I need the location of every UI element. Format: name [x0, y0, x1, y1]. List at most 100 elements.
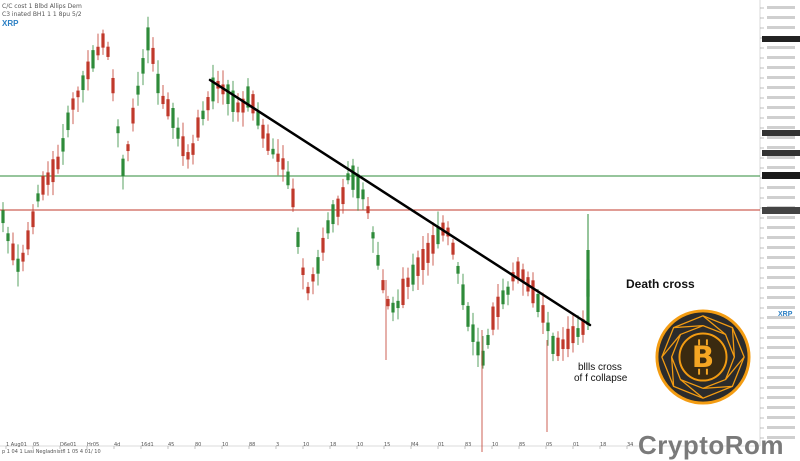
price-tick-label: [767, 436, 795, 439]
candle-body: [376, 254, 380, 266]
candle-body: [286, 171, 290, 186]
candle-body: [576, 328, 580, 337]
candle-body: [421, 249, 425, 270]
candle-body: [266, 133, 270, 151]
price-axis-symbol: XRP: [778, 311, 793, 318]
candle-body: [106, 46, 110, 57]
price-tick-label: [767, 116, 795, 119]
candle-body: [551, 335, 555, 354]
candle-body: [451, 242, 455, 255]
candle-body: [96, 46, 100, 56]
candle-body: [371, 232, 375, 239]
candle-body: [486, 334, 490, 346]
bulls-cross-label-1: bllls cross: [578, 362, 622, 373]
price-tick-label: [767, 146, 795, 149]
footer-status: p 1 04 1 Lasi Negladnistfl 1 05 4 01/ 10: [2, 449, 101, 455]
candle-body: [191, 143, 195, 155]
price-tick-label: [767, 86, 795, 89]
candle-body: [561, 339, 565, 350]
price-tick-label: [767, 326, 795, 329]
candle-body: [271, 148, 275, 155]
candle-body: [521, 269, 525, 282]
chart-header-line2: C3 inated BH1 1 1 8pu 5/2: [2, 11, 82, 18]
candle-body: [76, 90, 80, 98]
bitcoin-logo-icon: B: [655, 309, 751, 405]
candle-body: [466, 305, 470, 327]
candle-body: [1, 210, 5, 224]
candle-body: [81, 75, 85, 91]
candle-body: [41, 175, 45, 195]
candle-body: [71, 98, 75, 110]
price-tick-label: [767, 426, 795, 429]
candle-body: [146, 27, 150, 51]
price-tick-label: [767, 246, 795, 249]
price-tick-label: [767, 76, 795, 79]
candle-body: [356, 174, 360, 199]
candle-body: [381, 280, 385, 291]
time-tick-label: 3: [276, 442, 279, 448]
candle-body: [586, 250, 590, 325]
candle-body: [281, 158, 285, 170]
candle-body: [581, 319, 585, 335]
time-tick-label: 01: [573, 442, 579, 448]
candle-body: [436, 226, 440, 245]
price-tick-label: [767, 6, 795, 9]
candle-body: [201, 110, 205, 120]
time-tick-label: 05: [546, 442, 552, 448]
candle-body: [66, 112, 70, 131]
candle-body: [186, 152, 190, 160]
price-tick-label: [767, 256, 795, 259]
time-tick-label: 83: [465, 442, 471, 448]
candle-body: [136, 85, 140, 95]
candle-body: [51, 159, 55, 183]
candle-body: [101, 33, 105, 48]
time-tick-label: 15: [384, 442, 390, 448]
candle-body: [36, 193, 40, 202]
candle-body: [426, 242, 430, 263]
candle-body: [236, 102, 240, 113]
bulls-cross-label-2: of f collapse: [574, 373, 628, 384]
candle-body: [231, 90, 235, 112]
price-tick-label: [767, 366, 795, 369]
price-tick-label: [767, 306, 795, 309]
time-tick-label: 10: [357, 442, 363, 448]
candle-body: [491, 306, 495, 330]
price-tick-label: [767, 406, 795, 409]
candle-body: [496, 296, 500, 318]
time-tick-label: 85: [519, 442, 525, 448]
candle-body: [331, 204, 335, 225]
candle-body: [351, 165, 355, 190]
price-tick-label: [767, 416, 795, 419]
candle-body: [6, 233, 10, 242]
price-tick-label: [767, 16, 795, 19]
candle-body: [121, 158, 125, 176]
candle-body: [506, 286, 510, 295]
price-tag-green-level: [762, 172, 800, 179]
candle-body: [391, 302, 395, 313]
candle-body: [476, 341, 480, 356]
candle-body: [301, 267, 305, 276]
candle-body: [171, 108, 175, 128]
candle-body: [326, 220, 330, 234]
candle-body: [566, 328, 570, 350]
price-tick-label: [767, 126, 795, 129]
price-tick-label: [767, 396, 795, 399]
candle-body: [251, 94, 255, 114]
price-tick-label: [767, 26, 795, 29]
candle-body: [226, 84, 230, 105]
brand-wordmark: CryptoRom: [638, 430, 785, 460]
candle-body: [501, 290, 505, 305]
candle-body: [211, 77, 215, 102]
time-tick-label: M4: [411, 442, 419, 448]
price-tick-label: [767, 46, 795, 49]
price-tick-label: [767, 316, 795, 319]
price-tick-label: [767, 266, 795, 269]
price-tick-label: [767, 216, 795, 219]
candle-body: [556, 337, 560, 357]
candle-body: [91, 50, 95, 69]
candle-body: [306, 286, 310, 294]
candle-body: [471, 324, 475, 342]
candle-body: [246, 86, 250, 108]
